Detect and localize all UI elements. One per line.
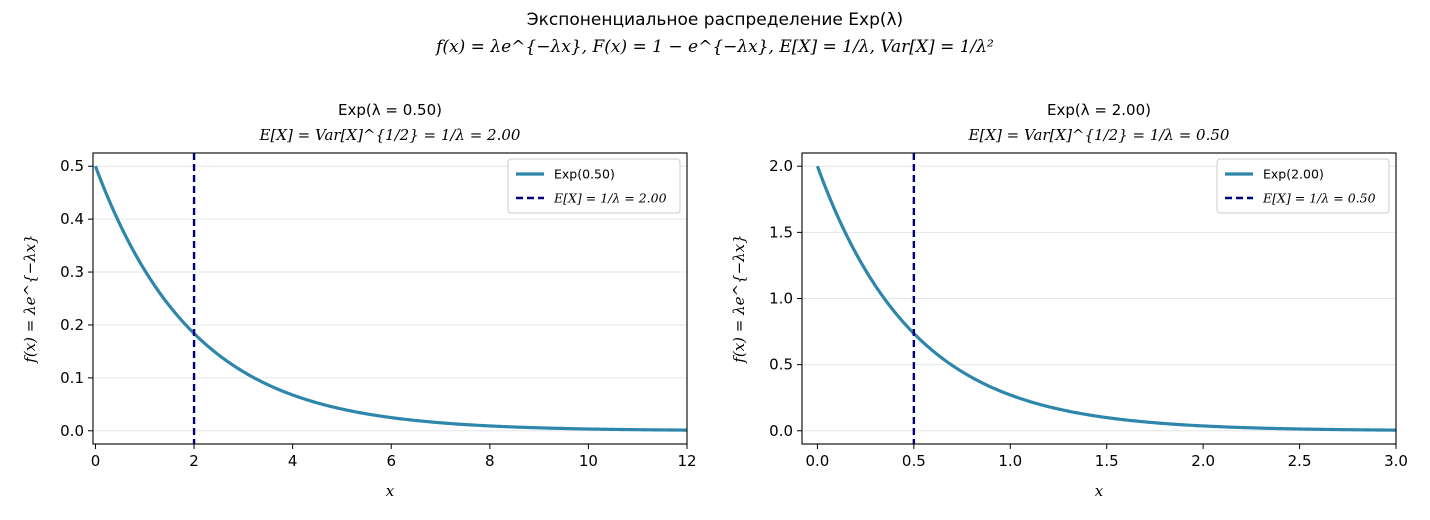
legend: Exp(2.00) E[X] = 1/λ = 0.50 bbox=[1216, 158, 1390, 214]
x-tick-label: 12 bbox=[677, 452, 696, 470]
y-tick-label: 0.2 bbox=[60, 316, 84, 334]
chart-title: Exp(λ = 2.00) bbox=[1047, 101, 1151, 119]
x-tick-label: 10 bbox=[579, 452, 598, 470]
y-tick-label: 1.0 bbox=[769, 290, 793, 308]
x-tick-label: 6 bbox=[386, 452, 396, 470]
x-tick-label: 8 bbox=[485, 452, 495, 470]
x-tick-label: 2 bbox=[189, 452, 199, 470]
y-tick-label: 0.5 bbox=[769, 356, 793, 374]
x-tick-label: 4 bbox=[288, 452, 298, 470]
figure-title: Экспоненциальное распределение Exp(λ) bbox=[526, 10, 904, 30]
axes-frame bbox=[92, 152, 688, 445]
chart-title: Exp(λ = 0.50) bbox=[338, 101, 442, 119]
y-tick-label: 0.5 bbox=[60, 157, 84, 175]
x-tick-label: 0.0 bbox=[805, 452, 829, 470]
chart-panel-1: 0 2 4 6 8 10 12 0.0 0.1 0.2 0.3 0.4 0.5 Exp(λ = 0.50)… bbox=[21, 101, 697, 500]
legend-entry-mean: E[X] = 1/λ = 2.00 bbox=[553, 191, 667, 206]
x-tick-label: 0.5 bbox=[902, 452, 926, 470]
legend: Exp(0.50) E[X] = 1/λ = 2.00 bbox=[507, 158, 681, 214]
x-tick-label: 3.0 bbox=[1384, 452, 1408, 470]
x-tick-label: 1.5 bbox=[1095, 452, 1119, 470]
legend-box bbox=[507, 158, 681, 214]
x-tick-label: 2.0 bbox=[1191, 452, 1215, 470]
y-tick-label: 1.5 bbox=[769, 223, 793, 241]
x-tick-label: 2.5 bbox=[1288, 452, 1312, 470]
chart-subtitle: E[X] = Var[X]^{1/2} = 1/λ = 0.50 bbox=[968, 126, 1230, 144]
legend-entry-curve: Exp(0.50) bbox=[554, 167, 615, 182]
x-tick-label: 0 bbox=[91, 452, 101, 470]
figure-subtitle-formulas: f(x) = λe^{−λx}, F(x) = 1 − e^{−λx}, E[X… bbox=[436, 37, 994, 57]
y-tick-label: 0.0 bbox=[769, 422, 793, 440]
legend-entry-mean: E[X] = 1/λ = 0.50 bbox=[1262, 191, 1376, 206]
y-tick-label: 0.4 bbox=[60, 210, 84, 228]
x-tick-label: 1.0 bbox=[998, 452, 1022, 470]
legend-entry-curve: Exp(2.00) bbox=[1263, 167, 1324, 182]
x-axis-label: x bbox=[386, 482, 395, 500]
y-axis-label: f(x) = λe^{−λx} bbox=[21, 234, 39, 363]
y-tick-label: 0.3 bbox=[60, 263, 84, 281]
y-axis-label: f(x) = λe^{−λx} bbox=[730, 234, 748, 363]
y-tick-label: 2.0 bbox=[769, 157, 793, 175]
legend-box bbox=[1216, 158, 1390, 214]
y-tick-label: 0.1 bbox=[60, 369, 84, 387]
chart-panel-2: 0.0 0.5 1.0 1.5 2.0 2.5 3.0 0.0 0.5 1.0 1.5 2.0 Exp(… bbox=[730, 101, 1408, 500]
y-tick-label: 0.0 bbox=[60, 422, 84, 440]
x-axis-label: x bbox=[1095, 482, 1104, 500]
chart-subtitle: E[X] = Var[X]^{1/2} = 1/λ = 2.00 bbox=[259, 126, 521, 144]
